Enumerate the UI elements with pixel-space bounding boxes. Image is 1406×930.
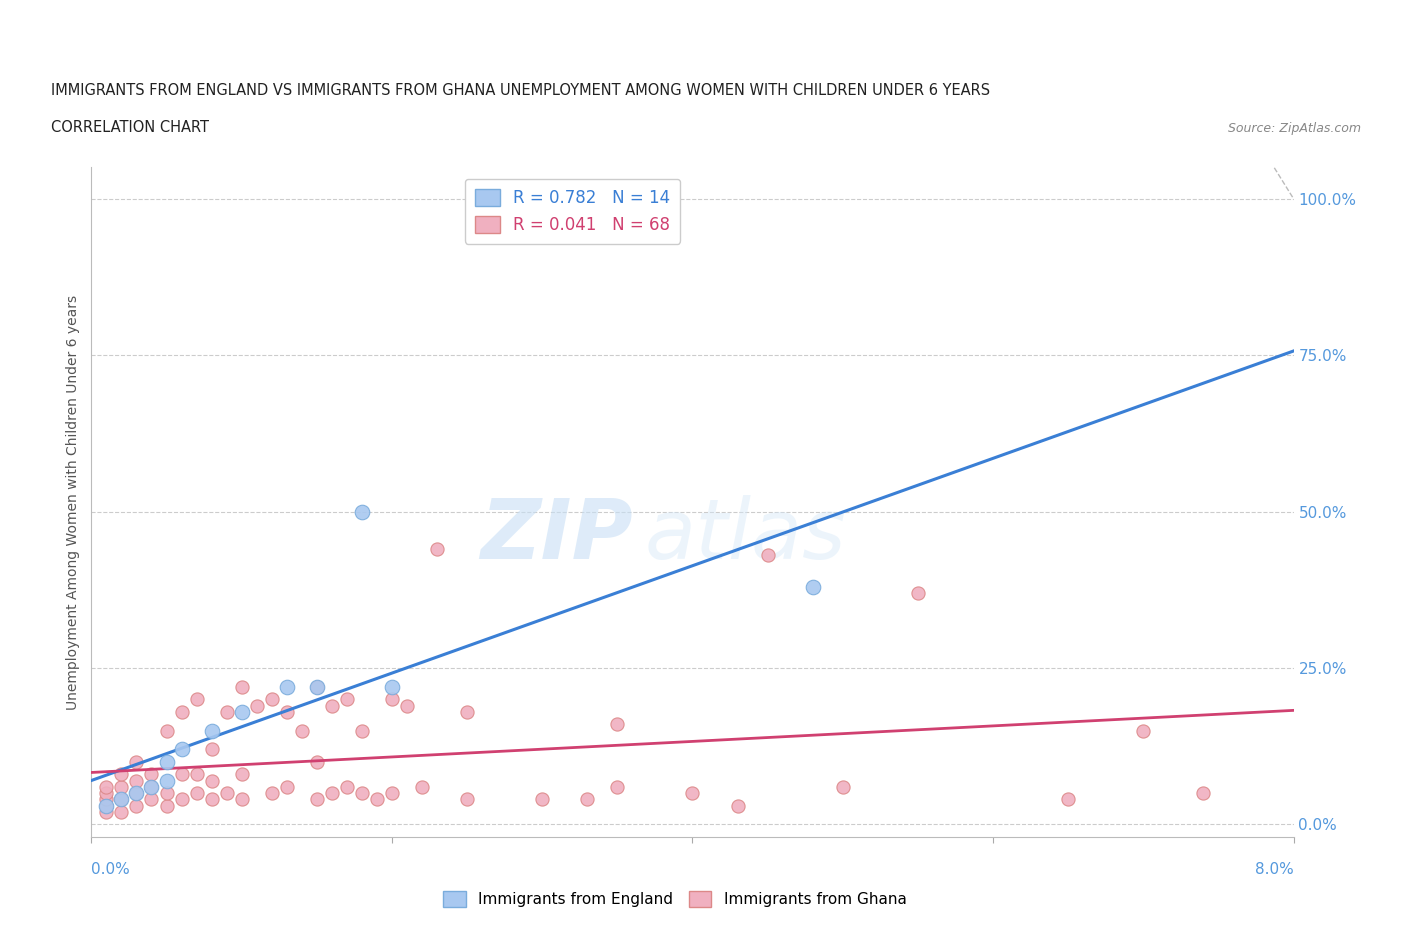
- Point: [155, 773, 177, 788]
- Point: [96, 804, 118, 819]
- Point: [170, 792, 193, 807]
- Point: [831, 779, 853, 794]
- Text: Source: ZipAtlas.com: Source: ZipAtlas.com: [1227, 122, 1361, 135]
- Legend: R = 0.782   N = 14, R = 0.041   N = 68: R = 0.782 N = 14, R = 0.041 N = 68: [464, 179, 681, 244]
- Text: IMMIGRANTS FROM ENGLAND VS IMMIGRANTS FROM GHANA UNEMPLOYMENT AMONG WOMEN WITH C: IMMIGRANTS FROM ENGLAND VS IMMIGRANTS FR…: [51, 83, 990, 98]
- Point: [321, 786, 343, 801]
- Point: [155, 798, 177, 813]
- Text: atlas: atlas: [644, 495, 846, 577]
- Point: [336, 692, 359, 707]
- Point: [110, 792, 132, 807]
- Point: [170, 742, 193, 757]
- Point: [186, 786, 208, 801]
- Point: [201, 792, 224, 807]
- Point: [96, 798, 118, 813]
- Point: [576, 792, 599, 807]
- Point: [110, 779, 132, 794]
- Point: [155, 754, 177, 769]
- Point: [1132, 724, 1154, 738]
- Point: [681, 786, 703, 801]
- Point: [96, 798, 118, 813]
- Y-axis label: Unemployment Among Women with Children Under 6 years: Unemployment Among Women with Children U…: [66, 295, 80, 710]
- Point: [395, 698, 418, 713]
- Point: [531, 792, 554, 807]
- Point: [96, 792, 118, 807]
- Point: [411, 779, 433, 794]
- Text: ZIP: ZIP: [479, 495, 633, 577]
- Point: [366, 792, 388, 807]
- Point: [305, 792, 328, 807]
- Point: [96, 779, 118, 794]
- Point: [321, 698, 343, 713]
- Point: [141, 779, 163, 794]
- Legend: Immigrants from England, Immigrants from Ghana: Immigrants from England, Immigrants from…: [437, 884, 912, 913]
- Point: [260, 786, 283, 801]
- Point: [426, 541, 449, 556]
- Point: [456, 704, 478, 719]
- Point: [231, 767, 253, 782]
- Point: [350, 786, 373, 801]
- Point: [155, 786, 177, 801]
- Point: [231, 680, 253, 695]
- Point: [201, 724, 224, 738]
- Point: [246, 698, 269, 713]
- Point: [606, 717, 628, 732]
- Point: [170, 767, 193, 782]
- Point: [186, 767, 208, 782]
- Point: [125, 798, 148, 813]
- Point: [125, 754, 148, 769]
- Point: [1057, 792, 1080, 807]
- Text: CORRELATION CHART: CORRELATION CHART: [51, 120, 208, 135]
- Point: [110, 804, 132, 819]
- Point: [215, 786, 238, 801]
- Point: [381, 680, 404, 695]
- Point: [110, 792, 132, 807]
- Point: [1192, 786, 1215, 801]
- Point: [231, 792, 253, 807]
- Point: [350, 724, 373, 738]
- Point: [907, 586, 929, 601]
- Point: [606, 779, 628, 794]
- Point: [96, 786, 118, 801]
- Point: [276, 704, 298, 719]
- Point: [141, 767, 163, 782]
- Point: [381, 786, 404, 801]
- Text: 0.0%: 0.0%: [91, 862, 131, 877]
- Point: [381, 692, 404, 707]
- Point: [305, 680, 328, 695]
- Point: [231, 704, 253, 719]
- Point: [170, 704, 193, 719]
- Point: [291, 724, 314, 738]
- Point: [141, 779, 163, 794]
- Point: [125, 773, 148, 788]
- Point: [215, 704, 238, 719]
- Point: [305, 754, 328, 769]
- Point: [155, 724, 177, 738]
- Point: [276, 680, 298, 695]
- Point: [201, 742, 224, 757]
- Point: [186, 692, 208, 707]
- Point: [756, 548, 779, 563]
- Point: [350, 504, 373, 519]
- Point: [201, 773, 224, 788]
- Point: [336, 779, 359, 794]
- Point: [276, 779, 298, 794]
- Point: [801, 579, 824, 594]
- Point: [141, 792, 163, 807]
- Point: [260, 692, 283, 707]
- Text: 8.0%: 8.0%: [1254, 862, 1294, 877]
- Point: [727, 798, 749, 813]
- Point: [305, 680, 328, 695]
- Point: [110, 767, 132, 782]
- Point: [125, 786, 148, 801]
- Point: [456, 792, 478, 807]
- Point: [125, 786, 148, 801]
